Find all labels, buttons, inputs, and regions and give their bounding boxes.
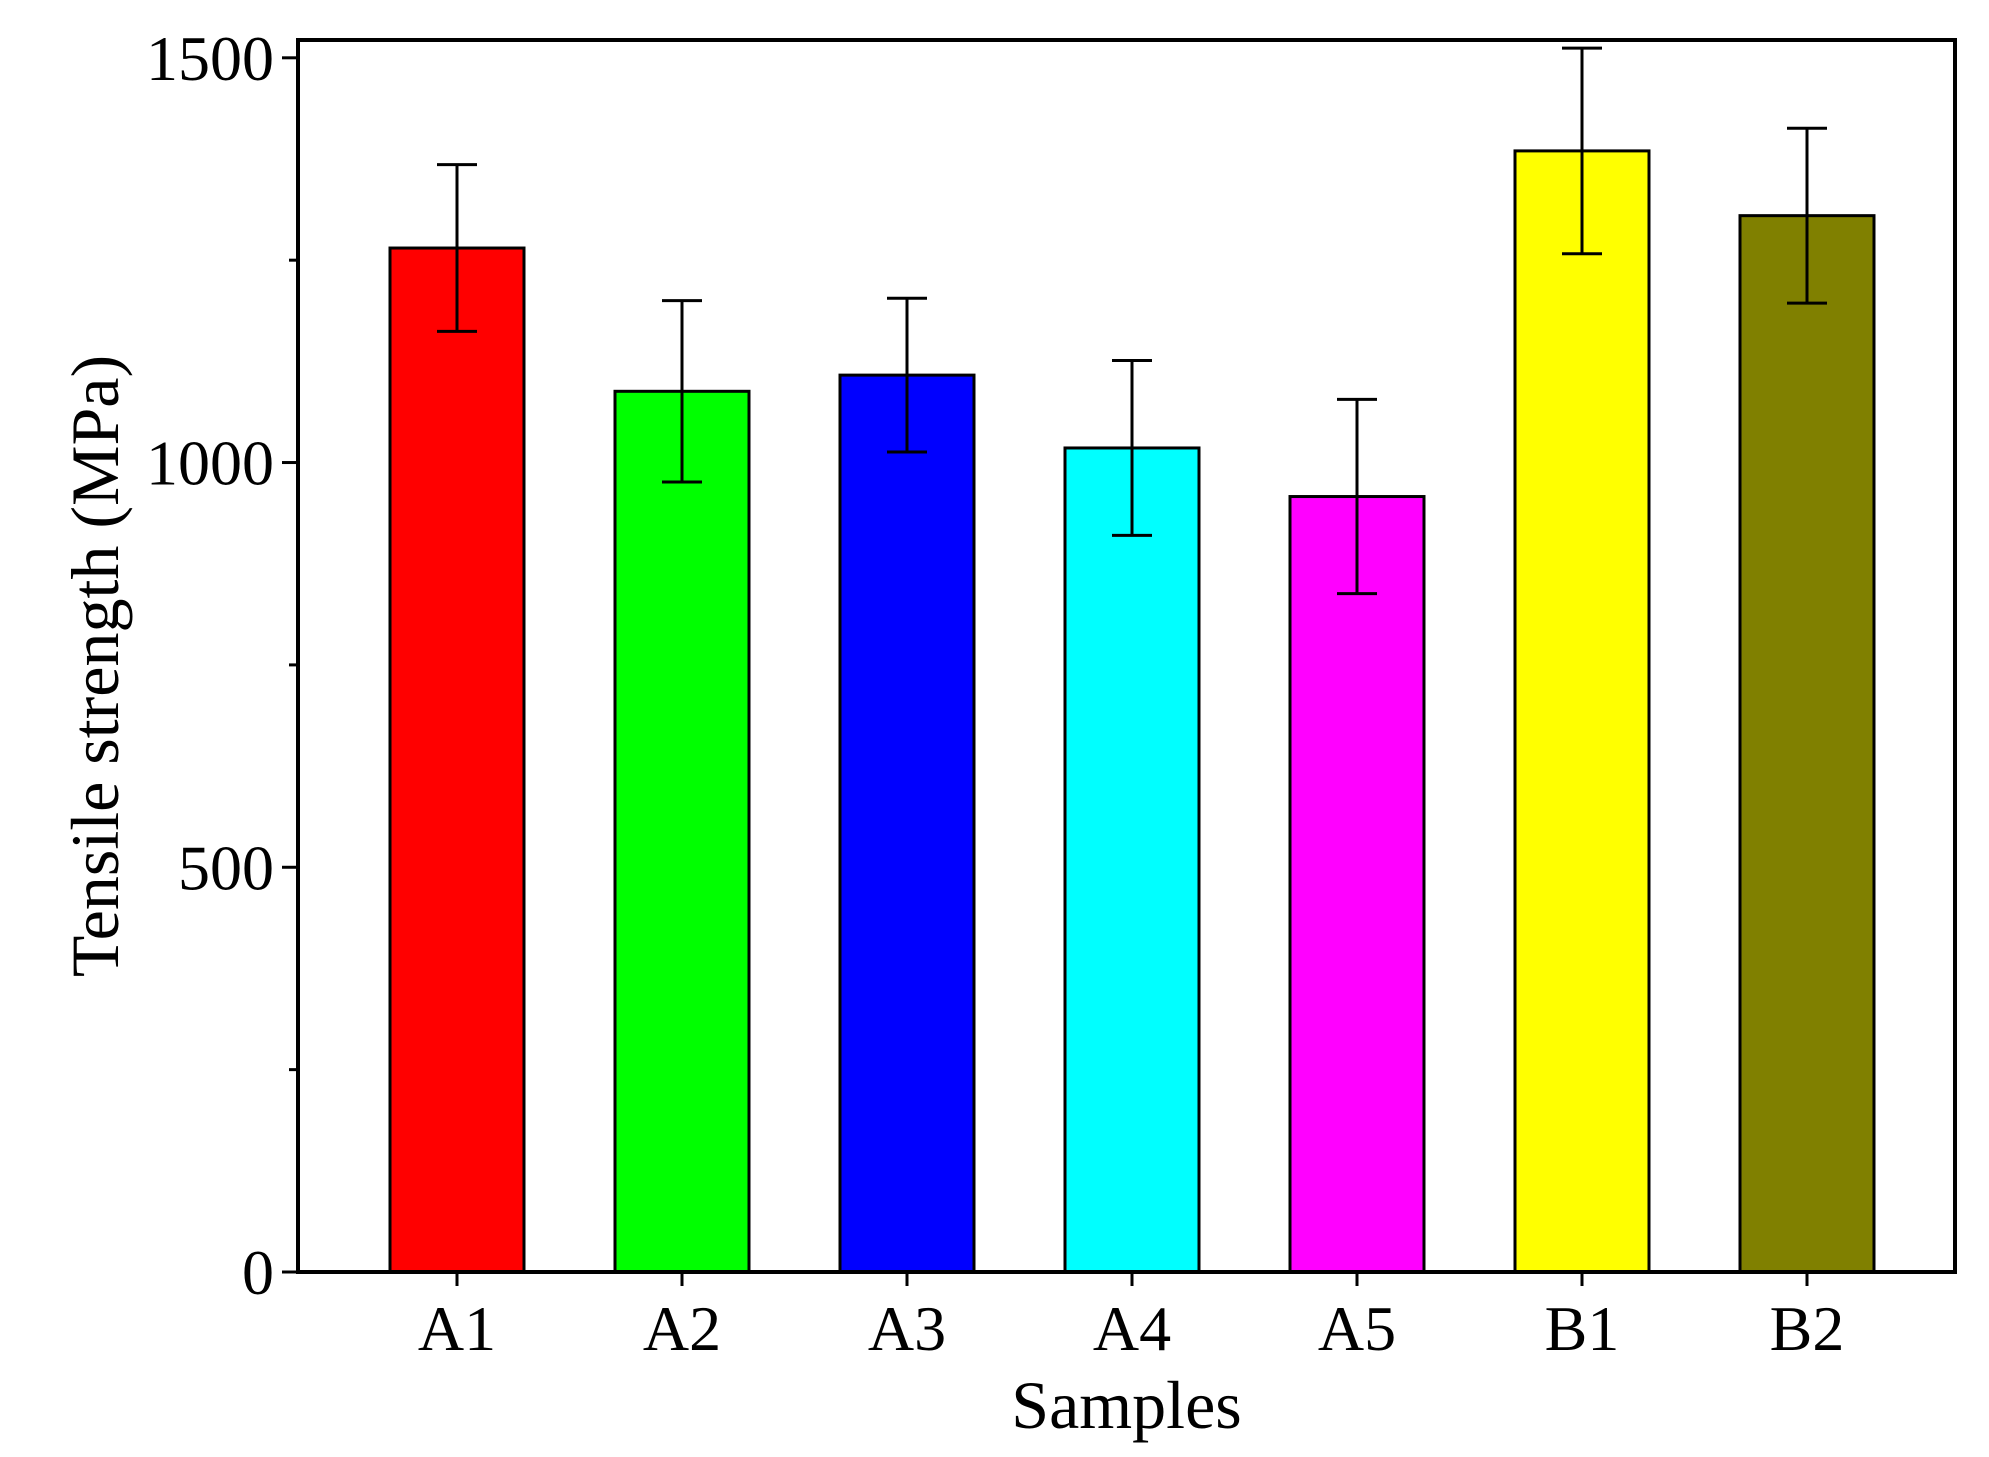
error-bar-A5 bbox=[1337, 397, 1377, 596]
y-tick-label-1500: 1500 bbox=[146, 23, 274, 94]
plot-frame bbox=[296, 38, 1957, 1274]
y-axis-ticks: 0 500 1000 1500 bbox=[146, 23, 298, 1308]
bar-A2 bbox=[613, 389, 751, 1274]
bar-A4 bbox=[1063, 446, 1201, 1274]
x-tick-label-A3: A3 bbox=[868, 1293, 946, 1364]
bars bbox=[388, 149, 1876, 1274]
x-tick-label-A5: A5 bbox=[1318, 1293, 1396, 1364]
bar-A3 bbox=[838, 373, 976, 1274]
x-axis-title: Samples bbox=[1011, 1367, 1241, 1443]
bar-A1 bbox=[388, 246, 526, 1274]
y-axis-title: Tensile strength (MPa) bbox=[57, 355, 133, 977]
x-tick-label-B2: B2 bbox=[1770, 1293, 1845, 1364]
bar-B2 bbox=[1738, 214, 1876, 1274]
error-bar-A1 bbox=[437, 163, 477, 333]
x-tick-label-A4: A4 bbox=[1093, 1293, 1171, 1364]
x-tick-label-B1: B1 bbox=[1545, 1293, 1620, 1364]
error-bar-A2 bbox=[662, 299, 702, 484]
error-bars bbox=[437, 46, 1827, 596]
bar-B1 bbox=[1513, 149, 1651, 1274]
y-tick-label-0: 0 bbox=[242, 1237, 274, 1308]
bar-A5 bbox=[1288, 495, 1426, 1274]
error-bar-A3 bbox=[887, 296, 927, 454]
x-axis-ticks: A1 A2 A3 A4 A5 B1 B2 bbox=[418, 1272, 1844, 1364]
x-tick-label-A2: A2 bbox=[643, 1293, 721, 1364]
x-tick-label-A1: A1 bbox=[418, 1293, 496, 1364]
y-tick-label-1000: 1000 bbox=[146, 428, 274, 499]
error-bar-B1 bbox=[1562, 46, 1602, 256]
error-bar-A4 bbox=[1112, 359, 1152, 537]
error-bar-B2 bbox=[1787, 126, 1827, 305]
y-tick-label-500: 500 bbox=[178, 832, 274, 903]
